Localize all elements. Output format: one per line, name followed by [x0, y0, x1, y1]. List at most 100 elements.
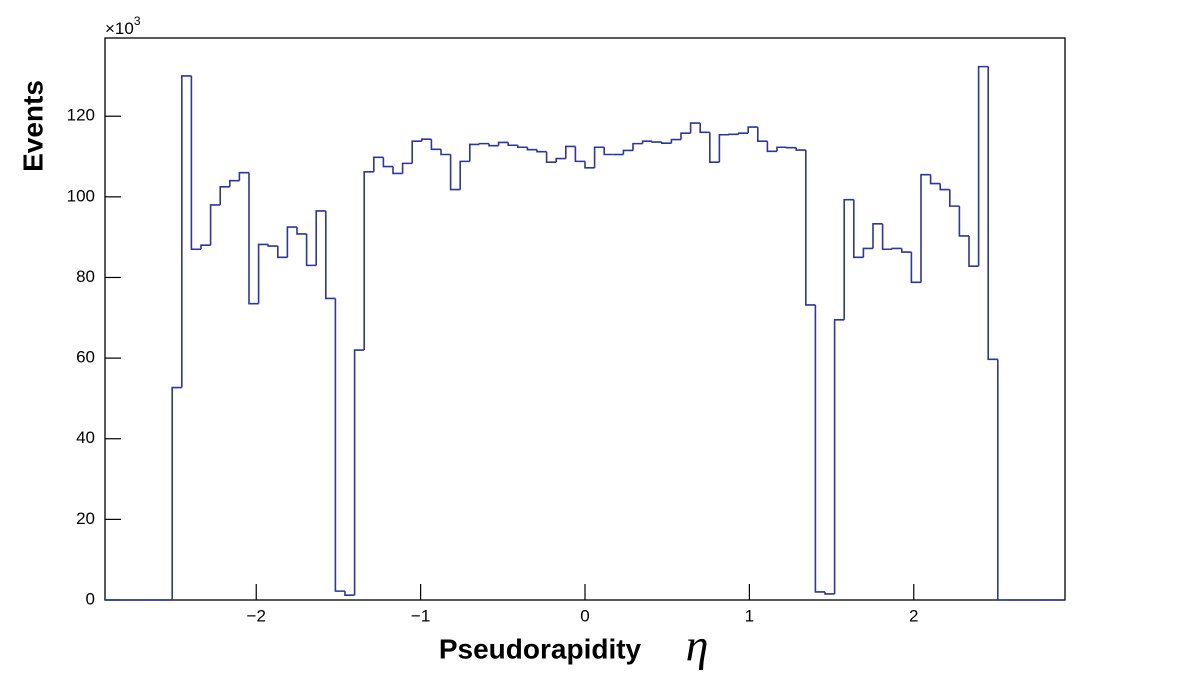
histogram-bin: [305, 233, 317, 267]
y-tick-label: 60: [76, 348, 95, 367]
histogram-bin: [824, 591, 835, 595]
y-tick-label: 40: [76, 428, 95, 447]
histogram-bin: [843, 198, 854, 320]
histogram-bin: [267, 244, 278, 247]
y-tick-label: 100: [67, 186, 95, 205]
histogram-bin: [411, 140, 422, 164]
histogram-bin: [219, 185, 230, 205]
histogram-bin: [795, 147, 806, 151]
x-tick-label: −2: [247, 606, 266, 625]
histogram-bin: [766, 141, 777, 153]
histogram-bin: [901, 248, 912, 253]
histogram-bin: [949, 189, 960, 207]
y-tick-label: 20: [76, 509, 95, 528]
x-tick-label: 2: [909, 606, 918, 625]
histogram-bin: [805, 150, 816, 306]
y-tick-label: 0: [86, 589, 95, 608]
histogram-bin: [526, 147, 537, 151]
histogram-bin: [209, 204, 221, 246]
histogram-bin: [353, 349, 365, 596]
histogram-bin: [200, 244, 211, 250]
x-tick-label: 0: [580, 606, 589, 625]
y-scale-label: ×103: [105, 14, 141, 38]
histogram-bin: [737, 132, 749, 135]
histogram-bin: [181, 75, 192, 388]
histogram-bin: [997, 359, 1008, 601]
histogram-bin: [238, 171, 249, 181]
histogram-bin: [440, 149, 451, 156]
histogram-bin: [171, 386, 182, 600]
histogram-bin: [862, 247, 873, 258]
histogram-bin: [574, 146, 585, 163]
histogram-bin: [891, 247, 902, 250]
histogram-bin: [488, 143, 499, 147]
histogram-bin: [229, 179, 240, 187]
histogram-bin: [977, 65, 989, 267]
histogram-bin: [497, 141, 509, 146]
histogram-bin: [478, 142, 489, 145]
histogram-bin: [747, 126, 758, 134]
plot-frame: [104, 37, 1066, 601]
histogram-bin: [296, 227, 307, 235]
histogram-bin: [469, 143, 480, 162]
histogram-bin: [277, 246, 288, 259]
y-axis-label: Events: [17, 80, 48, 172]
histogram-bin: [190, 75, 201, 251]
histogram-bin: [910, 252, 921, 284]
histogram-bin: [699, 123, 710, 134]
histogram-bin: [651, 141, 662, 143]
x-tick-label: 1: [745, 606, 754, 625]
x-tick-label: −1: [411, 606, 430, 625]
histogram-bin: [661, 142, 672, 145]
histogram-bin: [584, 161, 595, 169]
y-tick-label: 80: [76, 267, 95, 286]
x-axis-symbol: η: [686, 620, 709, 671]
histogram-bin: [536, 149, 547, 153]
histogram-bin: [382, 157, 393, 168]
histogram-bin: [325, 210, 336, 300]
histogram-bin: [392, 166, 403, 175]
histogram-bin: [334, 298, 345, 592]
histogram-bin: [833, 319, 845, 594]
histogram-bin: [401, 162, 413, 174]
histogram-bin: [344, 591, 355, 596]
histogram-bin: [632, 142, 643, 151]
y-tick-label: 120: [67, 106, 95, 125]
histogram-bin: [449, 154, 461, 191]
histogram-bin: [555, 157, 566, 163]
histogram-bin: [776, 146, 787, 152]
histogram-bin: [757, 127, 768, 143]
histogram-bin: [545, 151, 557, 163]
histogram-bin: [315, 210, 326, 266]
histogram-bin: [363, 171, 374, 351]
histogram-bin: [872, 223, 883, 249]
histogram-bin: [565, 145, 576, 159]
histogram-bin: [286, 226, 297, 258]
histogram-bin: [814, 304, 825, 593]
histogram-bin: [670, 138, 681, 144]
histogram-bin: [430, 139, 441, 151]
histogram-bin: [958, 206, 969, 237]
histogram-bin: [689, 122, 701, 134]
histogram-bin: [373, 156, 384, 172]
histogram-bin: [718, 133, 729, 163]
histogram-bin: [929, 174, 941, 185]
histogram-bin: [421, 138, 432, 142]
histogram-bin: [920, 173, 931, 283]
histogram-bin: [248, 172, 259, 305]
histogram-bin: [603, 147, 614, 156]
histogram-bin: [939, 183, 950, 191]
y-scale-exponent: 3: [134, 14, 141, 28]
histogram-bin: [987, 66, 998, 361]
histogram-bin: [593, 146, 605, 168]
histogram-bin: [507, 142, 518, 147]
histogram-bin: [709, 132, 720, 163]
histogram-bin: [257, 243, 269, 304]
histogram-bin: [517, 145, 528, 149]
y-scale-base: ×10: [105, 19, 134, 38]
histogram-bin: [881, 223, 893, 251]
histogram-bin: [853, 199, 864, 259]
histogram-bin: [968, 235, 979, 267]
histogram-bin: [641, 140, 653, 144]
